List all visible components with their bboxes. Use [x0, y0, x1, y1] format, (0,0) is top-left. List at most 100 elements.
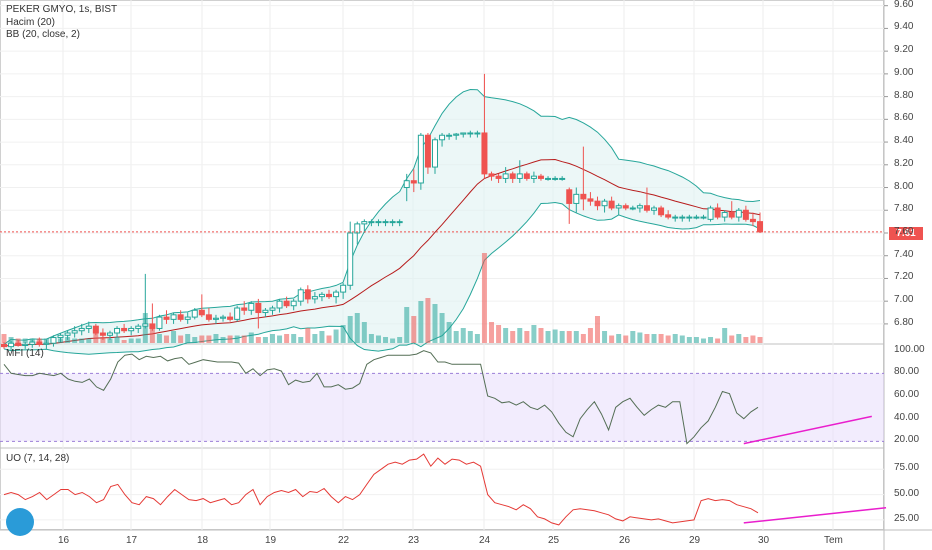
volume-bar	[361, 322, 367, 343]
volume-bar	[467, 331, 473, 343]
price-tick-label: 9.20	[894, 44, 914, 56]
last-price-tag: 7.61	[889, 227, 923, 240]
volume-bar	[114, 337, 120, 343]
price-tick-label: 7.20	[894, 271, 914, 283]
candle-body	[64, 332, 71, 336]
candle-body	[389, 221, 396, 224]
volume-bar	[693, 337, 699, 343]
price-tick-label: 7.60	[894, 225, 914, 237]
volume-bar	[121, 340, 127, 343]
candle-body	[92, 325, 99, 334]
volume-bar	[220, 337, 226, 343]
volume-bar	[700, 338, 706, 343]
candle-body	[679, 216, 686, 219]
tradingview-logo-icon[interactable]	[6, 508, 34, 536]
volume-bar	[432, 304, 438, 343]
time-tick-label: 18	[197, 535, 209, 546]
volume-bar	[665, 335, 671, 343]
bollinger-basis-line	[3, 158, 761, 348]
volume-bar	[566, 331, 572, 343]
candle-body	[220, 316, 227, 319]
candle-body	[474, 132, 481, 135]
volume-bar	[284, 334, 290, 343]
volume-bar	[630, 331, 636, 343]
mfi-line	[3, 350, 759, 445]
candle-body	[672, 216, 679, 219]
candle-body	[283, 300, 290, 307]
volume-bar	[93, 331, 99, 343]
price-tick-label: 7.80	[894, 203, 914, 215]
volume-bar	[213, 334, 219, 343]
volume-indicator-label[interactable]: Hacim (20)	[6, 17, 55, 28]
volume-bar	[1, 334, 7, 343]
volume-bar	[128, 338, 134, 343]
candle-body	[85, 325, 92, 329]
candle-body	[686, 216, 693, 219]
time-tick-label: 29	[689, 535, 701, 546]
candle-body	[71, 330, 78, 334]
candle-body	[326, 293, 333, 298]
volume-bar	[425, 298, 431, 343]
candle-body	[495, 175, 502, 179]
candle-body	[615, 205, 622, 209]
volume-bar	[171, 331, 177, 343]
candle-body	[559, 177, 566, 180]
volume-bar	[255, 337, 261, 343]
volume-bar	[552, 329, 558, 343]
mfi-tick-label: 80.00	[894, 366, 920, 378]
volume-bar	[644, 334, 650, 343]
candle-body	[43, 342, 50, 345]
time-tick-label: 16	[58, 535, 70, 546]
volume-bar	[397, 337, 403, 343]
candle-body	[106, 332, 113, 336]
uo-indicator-label[interactable]: UO (7, 14, 28)	[6, 453, 70, 464]
volume-bar	[658, 334, 664, 343]
volume-bar	[135, 338, 141, 343]
volume-bar	[375, 335, 381, 343]
bb-indicator-label[interactable]: BB (20, close, 2)	[6, 29, 80, 40]
volume-bar	[404, 307, 410, 343]
candle-body	[488, 173, 495, 177]
candle-body	[460, 132, 467, 135]
price-tick-label: 8.40	[894, 135, 914, 147]
candle-body	[721, 212, 728, 218]
time-tick-label: 19	[265, 535, 277, 546]
candle-body	[318, 293, 325, 298]
volume-bar	[72, 338, 78, 343]
volume-bar	[333, 329, 339, 343]
volume-bar	[262, 337, 268, 343]
candle-body	[78, 327, 85, 332]
candle-body	[424, 134, 431, 168]
volume-bar	[531, 325, 537, 343]
symbol-title[interactable]: PEKER GMYO, 1s, BIST	[6, 4, 118, 15]
uo-line	[3, 453, 759, 526]
price-tick-label: 7.40	[894, 248, 914, 260]
volume-bar	[269, 334, 275, 343]
candle-body	[311, 296, 318, 300]
volume-bar	[609, 335, 615, 343]
candle-body	[658, 207, 665, 216]
candle-body	[99, 332, 106, 336]
candle-body	[651, 207, 658, 211]
candle-body	[205, 314, 212, 320]
candle-body	[15, 342, 22, 347]
time-tick-label: 25	[548, 535, 560, 546]
volume-bar	[65, 337, 71, 343]
candle-body	[757, 221, 763, 233]
candle-body	[608, 200, 615, 209]
candle-body	[636, 205, 643, 209]
candle-body	[453, 133, 460, 136]
volume-bar	[22, 338, 28, 343]
time-tick-label: 30	[758, 535, 770, 546]
candle-body	[149, 323, 156, 329]
mfi-indicator-label[interactable]: MFI (14)	[6, 348, 44, 359]
candle-body	[255, 302, 262, 314]
candle-body	[304, 289, 311, 300]
time-tick-label: 26	[619, 535, 631, 546]
candle-body	[537, 175, 544, 179]
candle-body	[8, 342, 15, 348]
candle-body	[742, 209, 749, 220]
candle-body	[22, 343, 29, 347]
candle-body	[467, 132, 474, 135]
candle-body	[375, 221, 382, 224]
